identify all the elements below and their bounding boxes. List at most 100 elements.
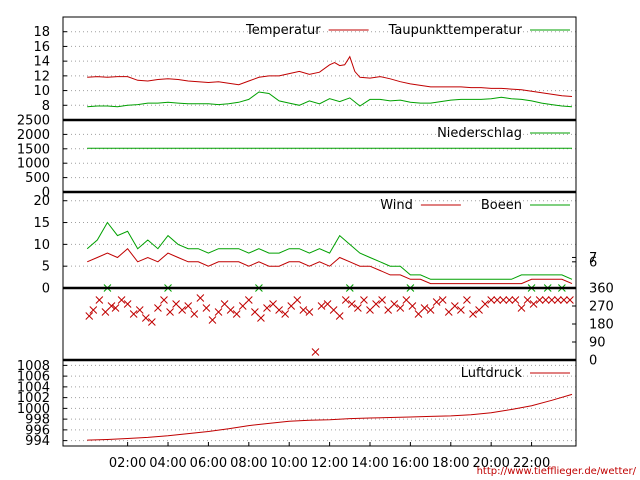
data-point-wind-direction-0-34 bbox=[287, 302, 296, 310]
data-point-wind-direction-0-54 bbox=[408, 302, 417, 310]
data-point-wind-direction-0-41 bbox=[329, 306, 338, 314]
series-line-temperature-0 bbox=[87, 55, 573, 97]
x-tick-label-6: 14:00 bbox=[351, 456, 388, 471]
y-right-tick-label-wind-direction-2: 180 bbox=[589, 318, 614, 333]
data-point-wind-direction-0-48 bbox=[372, 300, 380, 308]
data-point-wind-direction-0-33 bbox=[281, 310, 290, 318]
y-tick-label-precipitation-5: 2500 bbox=[17, 114, 50, 129]
y-right-tick-label-wind-0: 6 bbox=[589, 255, 597, 270]
data-point-wind-direction-0-44 bbox=[347, 300, 356, 308]
y-tick-label-pressure-0: 994 bbox=[25, 434, 50, 449]
data-point-wind-direction-0-42 bbox=[335, 312, 344, 320]
series-line-temperature-1 bbox=[87, 91, 573, 108]
data-point-wind-direction-0-46 bbox=[360, 296, 368, 304]
data-point-wind-direction-0-2 bbox=[95, 296, 104, 304]
series-line-pressure-0 bbox=[87, 393, 573, 441]
data-point-wind-direction-0-21 bbox=[208, 316, 217, 324]
legend-label-precipitation-0: Niederschlag bbox=[437, 126, 522, 141]
data-point-wind-direction-0-76 bbox=[541, 296, 550, 304]
y-tick-label-temperature-4: 16 bbox=[33, 40, 50, 55]
x-axis: 02:00 04:00 06:00 08:00 10:00 12:00 14:00 16:00… bbox=[109, 442, 550, 471]
source-url: http://www.tiefflieger.de/wetter/ bbox=[477, 466, 637, 477]
x-tick-label-8: 18:00 bbox=[432, 456, 469, 471]
data-point-wind-direction-0-63 bbox=[463, 296, 471, 304]
data-point-wind-direction-0-8 bbox=[129, 310, 138, 318]
y-tick-label-pressure-6: 1006 bbox=[17, 370, 50, 385]
y-tick-label-precipitation-1: 500 bbox=[25, 171, 50, 186]
data-point-wind-direction-0-17 bbox=[184, 302, 193, 310]
data-point-wind-direction-0-11 bbox=[148, 318, 156, 326]
y-tick-label-pressure-2: 998 bbox=[25, 413, 50, 428]
x-tick-label-4: 10:00 bbox=[270, 456, 307, 471]
y-right-tick-label-wind-direction-1: 90 bbox=[589, 336, 606, 351]
data-point-wind-direction-0-68 bbox=[493, 296, 502, 304]
data-point-wind-direction-0-39 bbox=[317, 302, 326, 310]
data-point-wind-direction-0-35 bbox=[293, 296, 302, 304]
y-tick-label-pressure-7: 1008 bbox=[17, 359, 50, 374]
x-tick-label-3: 08:00 bbox=[230, 456, 267, 471]
data-point-wind-direction-0-38 bbox=[311, 348, 320, 356]
y-tick-label-wind-4: 20 bbox=[33, 194, 50, 209]
panel-wind: 0 5 10 15 20 67 Boeen Wind bbox=[33, 191, 597, 297]
data-point-wind-direction-0-51 bbox=[390, 300, 399, 308]
data-point-wind-direction-0-5 bbox=[111, 304, 120, 312]
data-point-wind-direction-0-26 bbox=[238, 302, 247, 310]
data-point-wind-direction-0-56 bbox=[420, 304, 429, 312]
data-point-wind-direction-0-31 bbox=[269, 300, 277, 308]
data-point-wind-direction-0-70 bbox=[505, 296, 514, 304]
y-tick-label-temperature-3: 14 bbox=[33, 55, 50, 70]
data-point-wind-direction-0-15 bbox=[172, 300, 180, 308]
series-line-wind-1 bbox=[86, 221, 573, 280]
data-point-wind-direction-0-7 bbox=[123, 300, 132, 308]
data-point-wind-direction-0-28 bbox=[251, 308, 259, 316]
data-point-wind-direction-0-60 bbox=[444, 308, 453, 316]
data-point-wind-direction-0-65 bbox=[475, 306, 483, 314]
data-point-wind-direction-0-58 bbox=[432, 298, 441, 306]
legend-label-wind-0: Wind bbox=[380, 198, 413, 213]
y-right-tick-label-wind-direction-3: 270 bbox=[589, 300, 614, 315]
data-point-wind-direction-0-24 bbox=[226, 306, 235, 314]
y-tick-label-precipitation-4: 2000 bbox=[17, 128, 50, 143]
data-point-wind-direction-0-78 bbox=[553, 296, 562, 304]
data-point-wind-direction-0-64 bbox=[469, 310, 477, 318]
y-tick-label-pressure-5: 1004 bbox=[17, 380, 50, 395]
data-point-wind-direction-0-66 bbox=[481, 300, 489, 308]
data-point-wind-direction-0-55 bbox=[414, 310, 423, 318]
data-point-wind-direction-0-9 bbox=[135, 306, 144, 314]
y-tick-label-pressure-4: 1002 bbox=[17, 391, 50, 406]
y-tick-label-pressure-3: 1000 bbox=[17, 402, 50, 417]
legend-label-pressure-0: Luftdruck bbox=[461, 366, 523, 381]
data-point-wind-direction-0-71 bbox=[511, 296, 520, 304]
data-point-wind-direction-0-18 bbox=[190, 310, 199, 318]
data-point-wind-direction-0-75 bbox=[535, 296, 544, 304]
series-line-wind-0 bbox=[87, 247, 573, 285]
data-point-wind-direction-0-29 bbox=[257, 314, 265, 322]
data-point-wind-direction-0-80 bbox=[566, 296, 574, 304]
y-tick-label-temperature-2: 12 bbox=[33, 69, 50, 84]
x-tick-label-1: 04:00 bbox=[149, 456, 186, 471]
data-point-wind-direction-0-23 bbox=[220, 300, 229, 308]
y-tick-label-temperature-1: 10 bbox=[33, 84, 50, 99]
data-point-wind-direction-0-0 bbox=[85, 312, 94, 320]
data-point-wind-direction-0-14 bbox=[166, 308, 174, 316]
y-tick-label-wind-3: 15 bbox=[33, 216, 50, 231]
data-point-wind-direction-0-3 bbox=[101, 308, 110, 316]
y-tick-label-wind-2: 10 bbox=[33, 238, 50, 253]
data-point-wind-direction-0-40 bbox=[323, 300, 332, 308]
data-point-wind-direction-0-30 bbox=[263, 304, 271, 312]
data-point-wind-direction-0-59 bbox=[438, 296, 447, 304]
x-tick-label-10: 22:00 bbox=[513, 456, 550, 471]
data-point-wind-direction-0-49 bbox=[378, 296, 386, 304]
data-point-wind-direction-0-13 bbox=[160, 296, 168, 304]
y-right-tick-label-wind-direction-0: 0 bbox=[589, 354, 597, 369]
data-point-wind-direction-0-77 bbox=[547, 296, 556, 304]
x-tick-label-5: 12:00 bbox=[311, 456, 348, 471]
data-point-wind-direction-0-32 bbox=[275, 306, 283, 314]
legend-label-wind-1: Boeen bbox=[481, 198, 522, 213]
y-tick-label-precipitation-0: 0 bbox=[42, 186, 50, 201]
y-tick-label-precipitation-2: 1000 bbox=[17, 157, 50, 172]
data-point-wind-direction-0-52 bbox=[396, 304, 405, 312]
